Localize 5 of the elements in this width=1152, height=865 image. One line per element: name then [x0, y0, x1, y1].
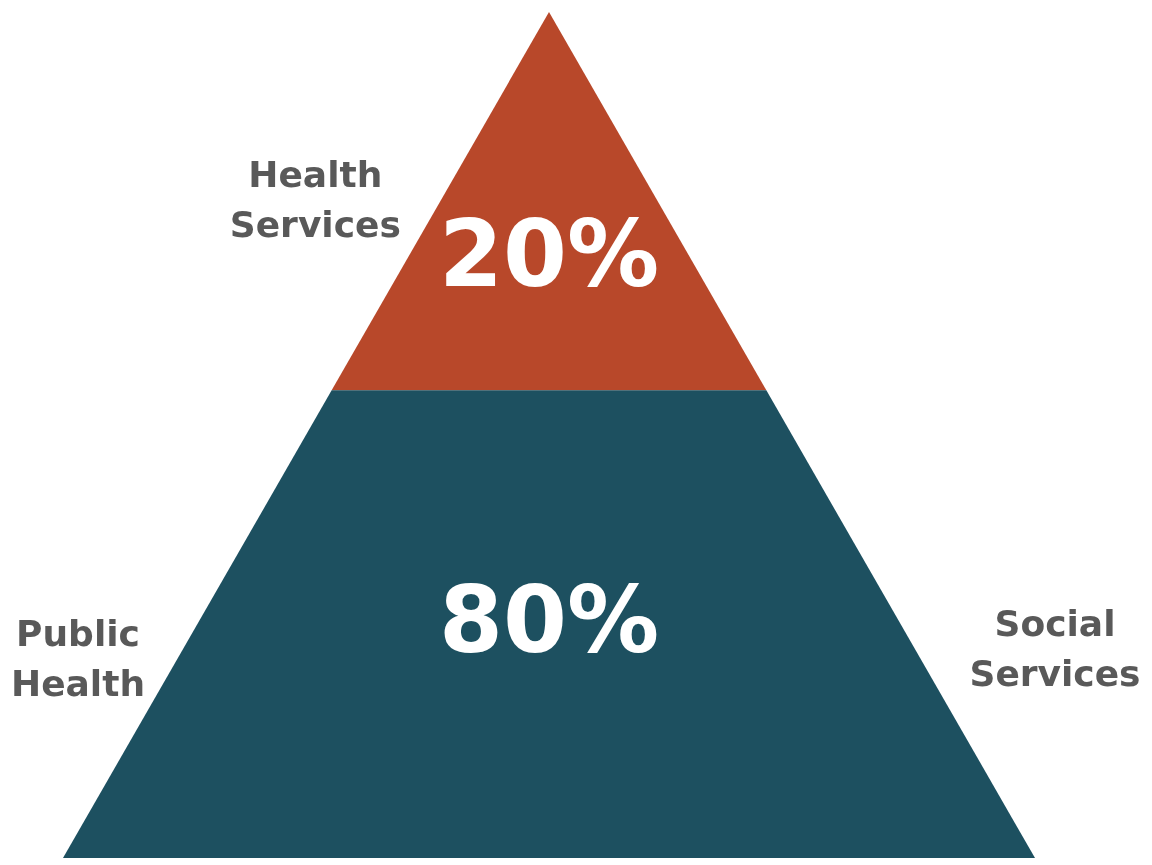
- data-label: 20%: [438, 200, 660, 308]
- category-label: Health Services: [229, 154, 401, 246]
- text: Public Health: [10, 613, 146, 704]
- text: Social Services: [969, 603, 1141, 694]
- data-label: 80%: [438, 567, 660, 675]
